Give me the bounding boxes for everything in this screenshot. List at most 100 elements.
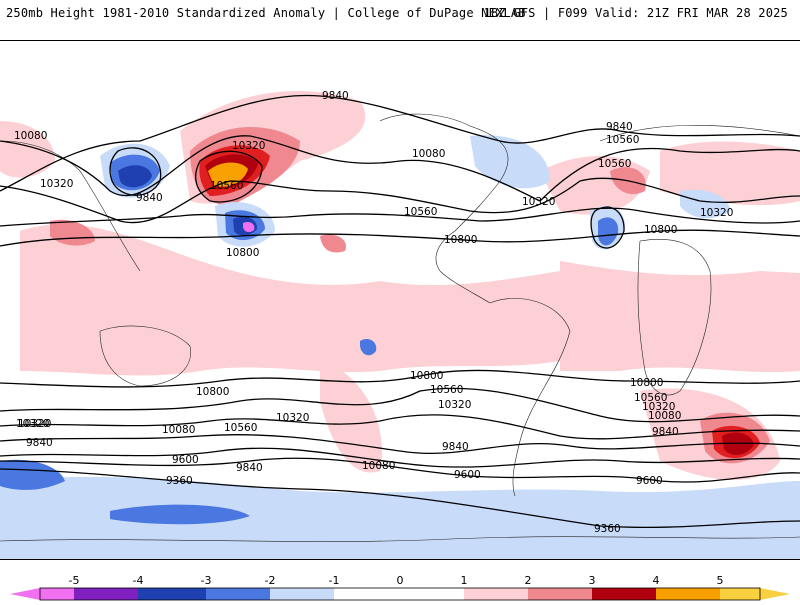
colorbar-tick-label: -3 — [201, 574, 212, 587]
contour-label: 10800 — [410, 370, 443, 382]
contour-label: 9600 — [636, 475, 663, 487]
contour-label: 10080 — [162, 424, 195, 436]
contour-label: 10560 — [430, 384, 463, 396]
colorbar-segment-pos2 — [528, 588, 592, 600]
anomaly-fill-south-pacific — [320, 361, 382, 473]
coast-australia — [99, 325, 191, 387]
colorbar-segment-zero-neg — [334, 588, 400, 600]
contour-label: 10320 — [232, 140, 265, 152]
contour-label: 9840 — [322, 90, 349, 102]
contour-label: 9840 — [606, 121, 633, 133]
contour-label: 10800 — [226, 247, 259, 259]
contour-label: 9840 — [236, 462, 263, 474]
colorbar-labels: -5 -4 -3 -2 -1 0 1 2 3 4 5 — [69, 574, 724, 587]
anomaly-fill-neg2-south-indian — [0, 459, 65, 490]
contour-label: 10320 — [700, 207, 733, 219]
contour-10080-south — [0, 434, 800, 454]
contour-closed-low-npac — [109, 147, 162, 196]
contour-label: 9600 — [172, 454, 199, 466]
contour-label: 10800 — [196, 386, 229, 398]
colorbar — [0, 586, 800, 601]
contour-label: 10320 — [16, 418, 49, 430]
contour-label: 10800 — [630, 377, 663, 389]
contour-label: 10080 — [362, 460, 395, 472]
contour-10560-south — [0, 387, 800, 423]
contour-label: 9600 — [454, 469, 481, 481]
colorbar-segment-pos1 — [464, 588, 528, 600]
anomaly-fill-neg2-atl — [598, 217, 619, 246]
contour-label: 9840 — [26, 437, 53, 449]
anomaly-fill-neg5-cpac — [243, 221, 255, 233]
colorbar-tick-label: 1 — [461, 574, 468, 587]
map-canvas: 9840 10080 10320 9840 10320 10560 10800 … — [0, 90, 800, 559]
colorbar-tick-label: -1 — [329, 574, 340, 587]
colorbar-arrow-right — [760, 588, 790, 600]
anomaly-fill-tropics-pacific — [20, 224, 560, 376]
height-contours — [0, 94, 800, 529]
colorbar-segment-neg1 — [270, 588, 334, 600]
colorbar-segment-zero-pos — [400, 588, 464, 600]
anomaly-fill-plus2-pac — [320, 234, 346, 253]
contour-label: 10560 — [210, 180, 243, 192]
contour-closed-low-atl — [590, 206, 625, 249]
colorbar-segment-neg2 — [206, 588, 270, 600]
contour-label: 9840 — [442, 441, 469, 453]
contour-9360-south — [0, 468, 800, 529]
contour-label: 10800 — [644, 224, 677, 236]
contour-label: 9360 — [594, 523, 621, 535]
coast-africa — [637, 239, 712, 396]
contour-label: 9840 — [136, 192, 163, 204]
contour-label: 10320 — [18, 418, 51, 430]
anomaly-shading — [0, 91, 800, 559]
coast-north-america — [379, 113, 509, 304]
contour-label: 10560 — [224, 422, 257, 434]
anomaly-fill-neg3-npac — [118, 165, 152, 188]
anomaly-fill-tropics-atlantic — [560, 261, 800, 373]
colorbar-tick-label: -2 — [265, 574, 276, 587]
contour-closed-high-npac — [195, 150, 263, 203]
contour-label: 10560 — [404, 206, 437, 218]
contour-10320-south — [0, 414, 800, 440]
colorbar-segment-neg4 — [74, 588, 138, 600]
contour-label-group: 9840 10080 10320 9840 10320 10560 10800 … — [14, 90, 733, 535]
anomaly-fill-asia — [660, 141, 800, 206]
contour-label: 10560 — [634, 392, 667, 404]
contour-10080-north — [0, 135, 800, 202]
colorbar-segment-pos4 — [656, 588, 720, 600]
contour-label: 10320 — [642, 401, 675, 413]
contour-label: 10320 — [40, 178, 73, 190]
colorbar-tick-label: -5 — [69, 574, 80, 587]
contour-label: 10320 — [438, 399, 471, 411]
colorbar-tick-label: -4 — [133, 574, 144, 587]
contour-9840-north — [0, 94, 800, 192]
contour-label: 10320 — [276, 412, 309, 424]
contour-label: 9840 — [652, 426, 679, 438]
contour-label: 10560 — [598, 158, 631, 170]
contour-label: 10800 — [444, 234, 477, 246]
anomaly-fill-neg1-southern-band — [0, 476, 800, 559]
colorbar-arrow-left — [10, 588, 40, 600]
contour-10800-north — [0, 229, 800, 247]
chart-title: 250mb Height 1981-2010 Standardized Anom… — [6, 6, 526, 20]
colorbar-tick-label: 5 — [717, 574, 724, 587]
colorbar-segment-neg3 — [138, 588, 206, 600]
anomaly-fill-neg1-europe — [680, 189, 730, 219]
contour-10560-north — [0, 207, 800, 227]
colorbar-tick-label: 4 — [653, 574, 660, 587]
coast-antarctica — [0, 536, 800, 542]
colorbar-segment-neg5 — [40, 588, 74, 600]
anomaly-fill-west — [0, 121, 55, 178]
contour-label: 9360 — [166, 475, 193, 487]
contour-label: 10080 — [14, 130, 47, 142]
coastlines — [0, 113, 800, 542]
colorbar-tick-label: 2 — [525, 574, 532, 587]
anomaly-fill-neg2-antarctic — [110, 504, 250, 525]
colorbar-tick-label: 0 — [397, 574, 404, 587]
contour-label: 10320 — [522, 196, 555, 208]
colorbar-tick-label: 3 — [589, 574, 596, 587]
coast-eurasia — [0, 125, 800, 272]
anomaly-fill-neg1-canada — [470, 135, 550, 189]
coast-south-america — [489, 298, 571, 497]
contour-10320-north — [0, 177, 800, 224]
contour-9840-south — [0, 447, 800, 468]
